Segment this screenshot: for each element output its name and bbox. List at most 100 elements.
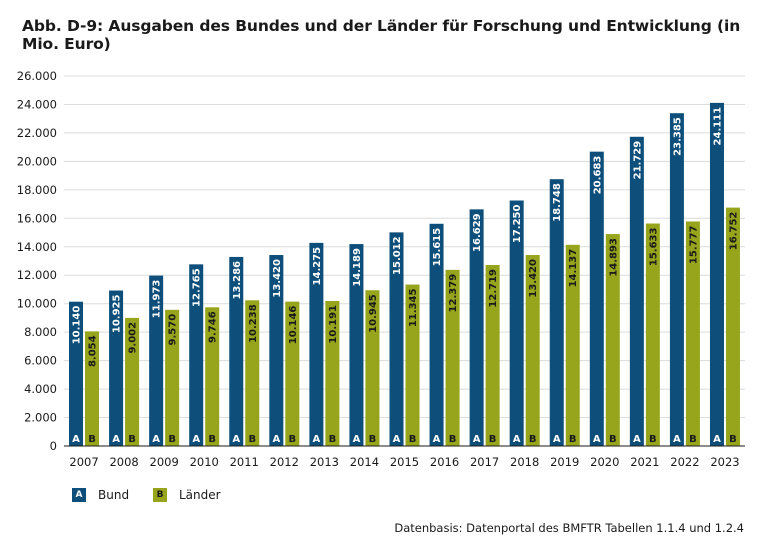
bar-b [565,244,580,446]
x-tick-label: 2013 [310,455,339,469]
bar-a [629,136,644,447]
x-tick-label: 2007 [69,455,98,469]
bar-a [709,102,724,446]
legend-label-laender: Länder [179,488,221,502]
x-tick-label: 2009 [150,455,179,469]
bar-a [349,244,364,446]
bar-marker-letter: B [168,434,176,445]
bar-marker-letter: A [713,434,721,445]
bar-a [269,255,284,446]
value-label: 10.945 [368,294,379,333]
bar-a [669,113,684,446]
y-tick-label: 4.000 [24,382,57,396]
bar-b [685,221,700,446]
bar-b [405,284,420,446]
bar-marker-letter: A [152,434,160,445]
bar-marker-letter: A [192,434,200,445]
y-tick-label: 26.000 [17,69,57,83]
y-tick-label: 8.000 [24,325,57,339]
value-label: 12.719 [488,269,499,308]
x-tick-label: 2017 [470,455,499,469]
value-label: 14.275 [312,247,323,286]
bar-a [149,275,164,446]
bar-b [165,309,180,446]
x-tick-label: 2008 [109,455,138,469]
legend-swatch-bund: A [72,488,86,502]
y-tick-label: 18.000 [17,183,57,197]
bar-marker-letter: A [553,434,561,445]
value-label: 16.752 [728,212,739,251]
value-label: 14.189 [352,248,363,287]
bar-b [485,264,500,446]
y-tick-label: 24.000 [17,97,57,111]
bar-marker-letter: A [272,434,280,445]
bar-b [365,290,380,446]
bar-marker-letter: A [513,434,521,445]
x-tick-label: 2011 [230,455,259,469]
value-label: 15.012 [392,236,403,275]
value-label: 9.570 [168,314,179,346]
bar-marker-letter: A [633,434,641,445]
x-tick-label: 2018 [510,455,539,469]
x-tick-label: 2015 [390,455,419,469]
bar-marker-letter: B [248,434,256,445]
bar-b [285,301,300,446]
bar-marker-letter: A [473,434,481,445]
x-tick-label: 2020 [590,455,619,469]
value-label: 11.973 [152,280,163,319]
bar-marker-letter: B [569,434,577,445]
bars: 10.140 A 8.054 B 10.925 A 9.002 B 11.973 A 9.570 B 1… [69,102,740,447]
bar-a [189,264,204,446]
bar-marker-letter: B [689,434,697,445]
bar-marker-letter: A [313,434,321,445]
value-label: 12.765 [192,268,203,307]
value-label: 16.629 [472,213,483,252]
value-label: 8.054 [88,335,99,367]
legend-item-bund: A Bund [72,488,129,502]
x-tick-label: 2014 [350,455,379,469]
value-label: 10.925 [112,294,123,333]
bar-a [69,301,84,446]
bar-b [605,234,620,446]
bar-b [125,317,140,446]
value-label: 11.345 [408,289,419,328]
bar-marker-letter: A [593,434,601,445]
bar-a [549,179,564,446]
bar-b [325,300,340,446]
bar-b [205,307,220,446]
bar-b [245,300,260,446]
value-label: 13.286 [232,261,243,300]
bar-marker-letter: A [353,434,361,445]
value-label: 13.420 [528,259,539,298]
value-label: 23.385 [672,117,683,156]
y-axis-ticks: 0 2.000 4.000 6.000 8.000 10.000 12.000 14.000 1… [17,69,57,453]
y-tick-label: 6.000 [24,354,57,368]
value-label: 9.746 [208,311,219,343]
value-label: 24.111 [712,107,723,146]
value-label: 14.137 [568,249,579,288]
bar-marker-letter: B [609,434,617,445]
bar-marker-letter: B [208,434,216,445]
value-label: 10.140 [72,306,83,345]
y-tick-label: 12.000 [17,268,57,282]
x-tick-label: 2021 [630,455,659,469]
bar-marker-letter: B [88,434,96,445]
value-label: 20.683 [592,156,603,195]
bar-marker-letter: A [673,434,681,445]
bar-marker-letter: B [489,434,497,445]
bar-a [509,200,524,446]
value-label: 17.250 [512,204,523,243]
bar-a [469,209,484,446]
x-tick-label: 2023 [710,455,739,469]
bar-marker-letter: B [649,434,657,445]
value-label: 9.002 [128,322,139,354]
bar-b [85,331,100,446]
bar-a [309,242,324,446]
y-tick-label: 22.000 [17,126,57,140]
bar-marker-letter: B [128,434,136,445]
x-tick-label: 2010 [190,455,219,469]
value-label: 15.633 [648,227,659,266]
source-note: Datenbasis: Datenportal des BMFTR Tabell… [394,521,744,535]
bar-marker-letter: A [433,434,441,445]
